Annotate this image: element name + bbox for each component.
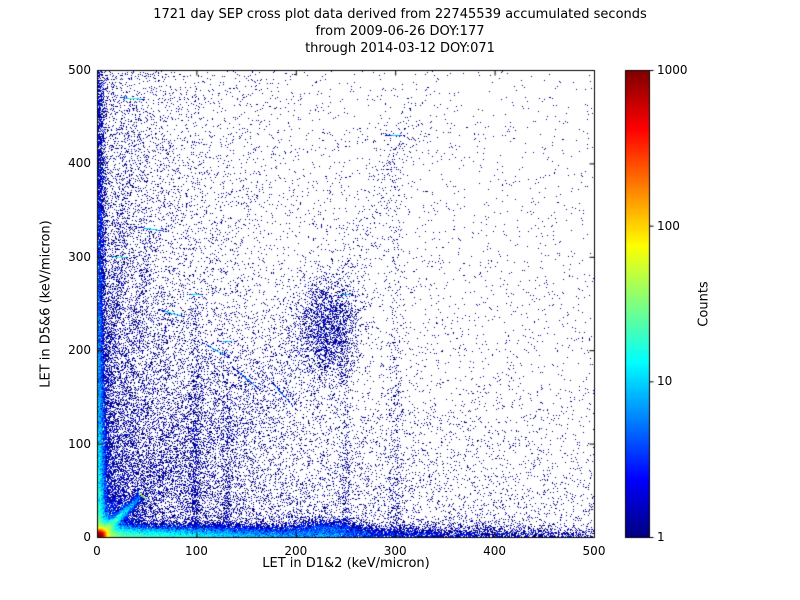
x-tick-label: 0 xyxy=(93,544,101,558)
y-tick-label: 300 xyxy=(68,249,91,264)
x-tick-label: 100 xyxy=(184,544,208,558)
x-tick-label: 500 xyxy=(582,544,606,558)
colorbar-tick-label: 1 xyxy=(657,530,665,544)
colorbar-label: Counts xyxy=(696,281,712,327)
plot-title-line-2: from 2009-06-26 DOY:177 xyxy=(315,24,485,39)
x-tick-label: 300 xyxy=(383,544,407,558)
y-tick-label: 200 xyxy=(68,343,91,358)
colorbar-tick-label: 1000 xyxy=(657,63,688,77)
y-tick-label: 500 xyxy=(68,63,91,77)
plot-title-line-3: through 2014-03-12 DOY:071 xyxy=(305,41,495,56)
y-tick-label: 100 xyxy=(68,436,91,451)
colorbar-tick-label: 100 xyxy=(657,218,680,233)
colorbar-tick-label: 10 xyxy=(657,374,673,389)
x-tick-label: 200 xyxy=(284,544,308,558)
y-tick-label: 400 xyxy=(68,156,91,171)
x-tick-label: 400 xyxy=(483,544,507,558)
plot-title-line-1: 1721 day SEP cross plot data derived fro… xyxy=(153,7,647,22)
y-tick-label: 0 xyxy=(83,530,91,544)
y-axis-label: LET in D5&6 (keV/micron) xyxy=(38,220,54,388)
x-axis-label: LET in D1&2 (keV/micron) xyxy=(262,556,430,571)
